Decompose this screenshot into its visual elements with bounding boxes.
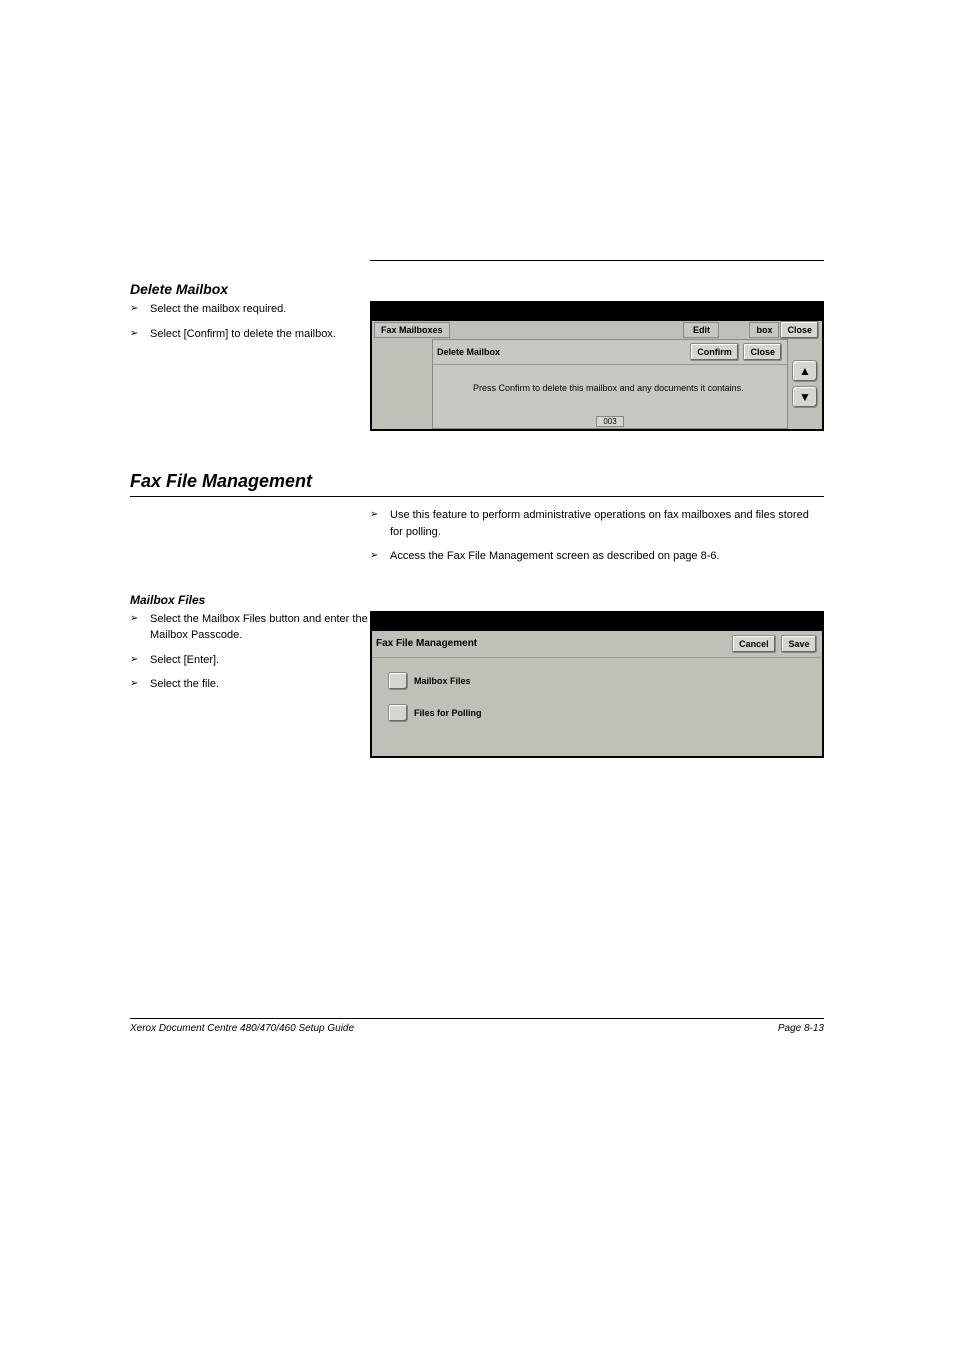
cancel-button[interactable]: Cancel <box>732 635 776 653</box>
files-for-polling-button[interactable] <box>388 704 408 722</box>
mailbox-bullet-3: Select the file. <box>150 676 219 693</box>
dialog-body-text: Press Confirm to delete this mailbox and… <box>433 365 787 415</box>
tab-box: box <box>749 322 779 338</box>
mailbox-files-label: Mailbox Files <box>414 676 471 686</box>
confirm-button[interactable]: Confirm <box>690 343 739 361</box>
screenshot-delete-mailbox: Fax Mailboxes Edit box Close Delete Mail <box>370 301 824 431</box>
screen-title: Fax File Management <box>376 638 477 649</box>
mailbox-bullet-1: Select the Mailbox Files button and ente… <box>150 611 370 644</box>
files-for-polling-label: Files for Polling <box>414 708 482 718</box>
arrow-down-icon: ▼ <box>799 390 811 404</box>
scroll-down-button[interactable]: ▼ <box>792 386 818 408</box>
ticker-value: 003 <box>596 416 623 427</box>
heading-fax-file-management: Fax File Management <box>130 471 824 497</box>
fax-intro-bullet-1: Use this feature to perform administrati… <box>390 507 824 540</box>
tab-fax-mailboxes: Fax Mailboxes <box>374 322 450 338</box>
section-title-delete: Delete Mailbox <box>130 281 824 297</box>
bullet-arrow-icon: ➢ <box>370 548 384 565</box>
bullet-arrow-icon: ➢ <box>130 676 144 693</box>
close-button-top[interactable]: Close <box>780 321 819 339</box>
bullet-arrow-icon: ➢ <box>370 507 384 540</box>
bullet-arrow-icon: ➢ <box>130 652 144 669</box>
mailbox-files-button[interactable] <box>388 672 408 690</box>
fax-intro-bullet-2: Access the Fax File Management screen as… <box>390 548 720 565</box>
dialog-title: Delete Mailbox <box>437 347 500 357</box>
bullet-arrow-icon: ➢ <box>130 326 144 343</box>
arrow-up-icon: ▲ <box>799 364 811 378</box>
footer-left: Xerox Document Centre 480/470/460 Setup … <box>130 1023 354 1034</box>
mailbox-bullet-2: Select [Enter]. <box>150 652 219 669</box>
footer-right: Page 8-13 <box>778 1023 824 1034</box>
save-button[interactable]: Save <box>781 635 817 653</box>
tab-edit: Edit <box>683 322 719 338</box>
delete-bullet-1: Select the mailbox required. <box>150 301 286 318</box>
bullet-arrow-icon: ➢ <box>130 611 144 644</box>
delete-bullet-2: Select [Confirm] to delete the mailbox. <box>150 326 336 343</box>
screenshot-fax-file-management: Fax File Management Cancel Save Mailbox … <box>370 611 824 758</box>
scroll-up-button[interactable]: ▲ <box>792 360 818 382</box>
close-button-dialog[interactable]: Close <box>743 343 782 361</box>
side-label-mailbox-files: Mailbox Files <box>130 593 824 607</box>
bullet-arrow-icon: ➢ <box>130 301 144 318</box>
